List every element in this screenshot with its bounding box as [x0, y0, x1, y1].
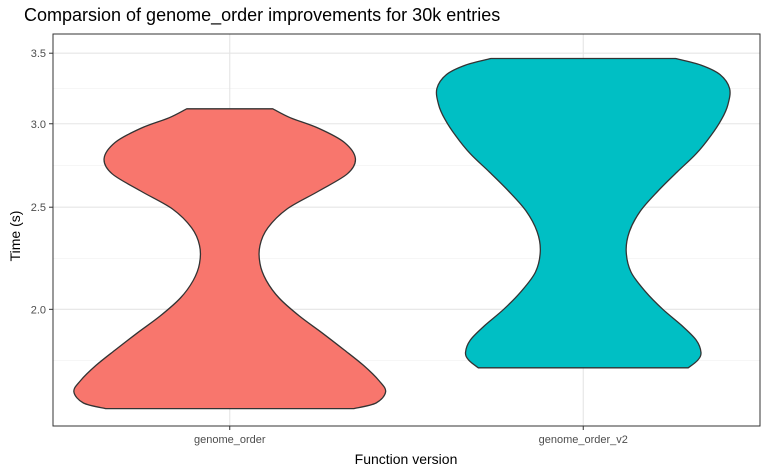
y-tick-label: 2.5: [31, 202, 46, 214]
x-axis-label: Function version: [355, 451, 458, 467]
chart-title: Comparsion of genome_order improvements …: [24, 5, 501, 25]
x-tick-label: genome_order_v2: [539, 434, 628, 446]
y-tick-label: 2.0: [31, 304, 46, 316]
violin-genome-order: [73, 108, 387, 410]
y-tick-label: 3.5: [31, 48, 46, 60]
violin-genome-order-v2: [435, 57, 731, 369]
y-axis-label: Time (s): [7, 211, 23, 262]
axes: 2.0 2.5 3.0 3.5 genome_order genome_order_v2: [31, 48, 628, 446]
y-tick-label: 3.0: [31, 119, 46, 131]
violins: [73, 57, 731, 410]
panel-border: [52, 33, 761, 427]
x-tick-label: genome_order: [194, 434, 266, 446]
